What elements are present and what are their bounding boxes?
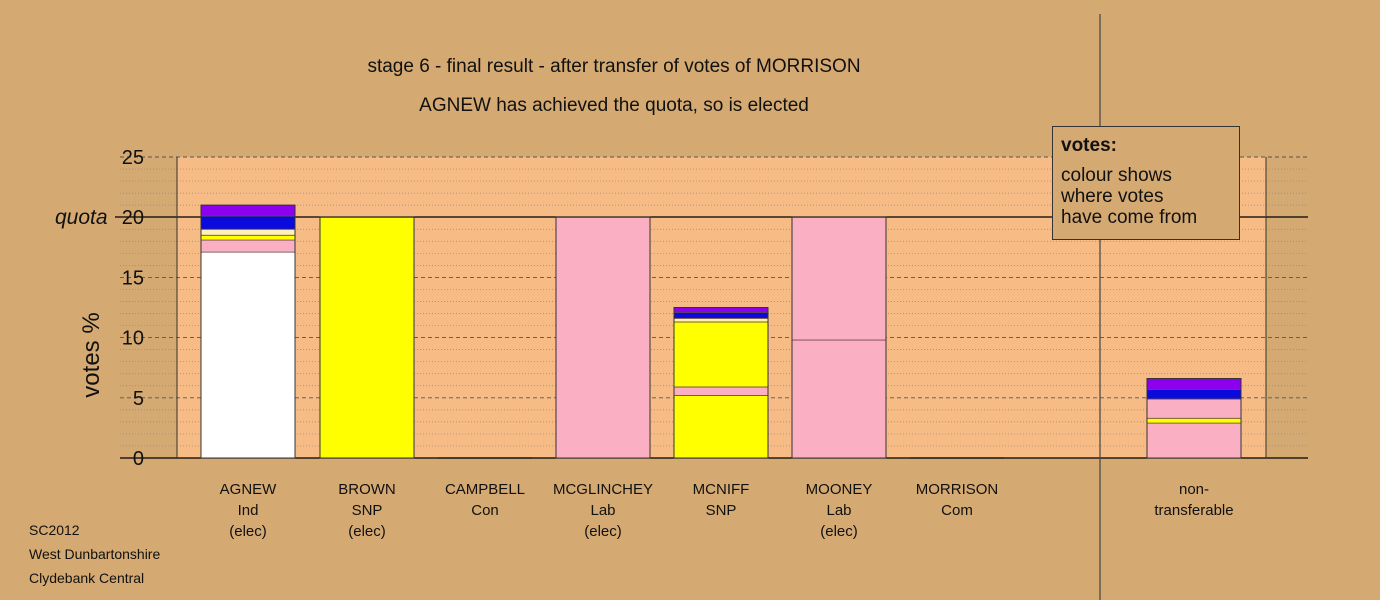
x-tick-label: MOONEY	[806, 481, 873, 498]
x-tick-label: MCGLINCHEY	[553, 481, 653, 498]
bar-segment-other	[673, 317, 769, 323]
bar-segment-con	[200, 215, 296, 230]
bars	[200, 204, 1242, 459]
y-tick-label: 5	[133, 388, 144, 410]
bar-segment-con	[673, 311, 769, 319]
y-axis-label: votes %	[78, 312, 105, 397]
y-tick-label: 0	[133, 448, 144, 470]
x-tick-label: MORRISON	[916, 481, 999, 498]
bar-segment-com	[1146, 378, 1242, 390]
y-tick-label: 10	[122, 328, 144, 350]
x-tick-label: BROWN	[338, 481, 396, 498]
y-tick-label: 20	[122, 207, 144, 229]
bar-segment-con	[1146, 388, 1242, 400]
x-tick-label: Con	[471, 502, 499, 519]
header-line2: AGNEW has achieved the quota, so is elec…	[419, 95, 809, 116]
legend-box: votes: colour shows where votes have com…	[1052, 126, 1240, 240]
bar-segment-snp	[319, 216, 415, 459]
bar-segment-lab	[555, 216, 651, 459]
bar-segment-lab	[791, 339, 887, 459]
footer-council: West Dunbartonshire	[29, 546, 161, 562]
x-tick-label: SNP	[352, 502, 383, 519]
bar-outline	[673, 307, 769, 459]
legend-title: votes:	[1061, 135, 1117, 156]
x-tick-label: Ind	[238, 502, 259, 519]
bar-segment-snp	[200, 234, 296, 241]
bar-outline	[200, 204, 296, 459]
bar-outline	[319, 216, 415, 459]
bar-segment-lab	[791, 216, 887, 341]
bar-segment-snp	[673, 394, 769, 459]
bar-outline	[555, 216, 651, 459]
x-tick-label: AGNEW	[220, 481, 278, 498]
x-tick-label: MCNIFF	[693, 481, 750, 498]
y-tick-label: 25	[122, 147, 144, 169]
bar-segment-lab	[1146, 398, 1242, 419]
x-tick-label: (elec)	[820, 523, 858, 540]
x-tick-label: Com	[941, 502, 973, 519]
bar-segment-lab	[200, 239, 296, 253]
footer-ward: Clydebank Central	[29, 570, 145, 586]
x-tick-labels: AGNEW Ind (elec) BROWN SNP (elec) CAMPBELL Con M…	[220, 481, 1234, 540]
y-tick-labels: 0 5 10 15 20 25	[122, 147, 144, 470]
x-tick-label: (elec)	[229, 523, 267, 540]
bar-segment-other	[200, 228, 296, 236]
x-tick-label: transferable	[1154, 502, 1233, 519]
x-tick-label: Lab	[590, 502, 615, 519]
quota-label: quota	[55, 206, 108, 229]
x-tick-label: SNP	[706, 502, 737, 519]
bar-outline	[791, 216, 887, 459]
bar-segment-snp	[1146, 417, 1242, 424]
legend-line: where votes	[1061, 186, 1164, 207]
x-tick-label: non-	[1179, 481, 1209, 498]
bar-segment-com	[200, 204, 296, 217]
x-tick-label: (elec)	[348, 523, 386, 540]
legend-line: colour shows	[1061, 165, 1172, 186]
bar-outline	[1146, 378, 1242, 459]
bar-segment-snp	[673, 321, 769, 388]
bar-segment-lab	[1146, 422, 1242, 459]
x-tick-label: CAMPBELL	[445, 481, 525, 498]
legend-line: have come from	[1061, 207, 1198, 228]
bar-segment-com	[673, 307, 769, 313]
bar-segment-ind	[200, 251, 296, 459]
footer-code: SC2012	[29, 522, 80, 538]
y-tick-label: 15	[122, 267, 144, 289]
bar-segment-lab	[673, 386, 769, 396]
x-tick-label: Lab	[826, 502, 851, 519]
header-line1: stage 6 - final result - after transfer …	[367, 56, 860, 77]
x-tick-label: (elec)	[584, 523, 622, 540]
